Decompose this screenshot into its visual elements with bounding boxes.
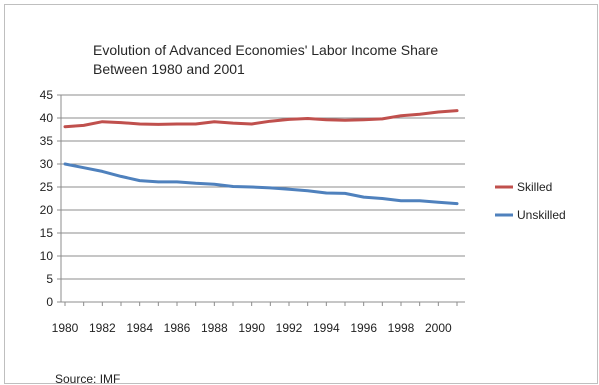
data-point-skilled [306, 117, 309, 120]
y-tick-label: 15 [40, 226, 54, 240]
data-point-skilled [63, 125, 67, 128]
data-point-skilled [213, 120, 216, 123]
y-tick-label: 35 [40, 134, 54, 148]
data-point-skilled [231, 121, 235, 125]
data-point-skilled [455, 109, 459, 112]
data-point-unskilled [175, 180, 179, 184]
data-point-unskilled [63, 162, 67, 166]
chart-title-line-2: Between 1980 and 2001 [93, 61, 245, 77]
source-note: Source: IMF [55, 372, 120, 385]
data-point-unskilled [194, 182, 197, 185]
data-point-skilled [381, 117, 384, 121]
data-point-skilled [250, 122, 253, 126]
data-point-unskilled [213, 183, 216, 186]
legend-label-unskilled: Unskilled [517, 208, 566, 222]
x-tick-label: 1984 [126, 321, 153, 335]
x-tick-label: 1990 [238, 321, 265, 335]
data-point-skilled [138, 122, 141, 126]
data-point-skilled [119, 121, 123, 124]
axes [57, 94, 465, 306]
chart-frame: Evolution of Advanced Economies' Labor I… [4, 4, 598, 385]
x-tick-label: 1986 [164, 321, 191, 335]
data-point-unskilled [82, 166, 85, 169]
legend: Skilled Unskilled [495, 180, 566, 222]
data-point-unskilled [250, 185, 253, 189]
series-lines [63, 109, 459, 206]
chart-svg: Evolution of Advanced Economies' Labor I… [40, 42, 566, 385]
x-tick-labels: 1980 1982 1984 1986 1988 1990 1992 1994 1996 1998… [52, 321, 452, 335]
data-point-unskilled [157, 180, 160, 184]
data-point-skilled [269, 120, 272, 123]
data-point-skilled [82, 124, 85, 127]
y-tick-label: 45 [40, 88, 54, 102]
data-point-unskilled [399, 199, 403, 202]
data-point-unskilled [119, 175, 123, 178]
data-point-skilled [362, 118, 365, 122]
x-tick-label: 1982 [89, 321, 116, 335]
x-tick-label: 1994 [313, 321, 340, 335]
y-tick-label: 40 [40, 111, 54, 125]
data-point-unskilled [362, 195, 365, 199]
chart-title: Evolution of Advanced Economies' Labor I… [93, 42, 438, 77]
data-point-unskilled [231, 185, 235, 188]
x-tick-label: 1988 [201, 321, 228, 335]
legend-label-skilled: Skilled [517, 180, 552, 194]
x-tick-label: 1992 [276, 321, 303, 335]
series-line-unskilled [63, 162, 459, 206]
data-point-unskilled [306, 189, 309, 192]
data-point-skilled [175, 122, 179, 126]
data-point-unskilled [343, 192, 347, 195]
data-point-unskilled [269, 186, 272, 190]
x-tick-label: 1980 [52, 321, 79, 335]
data-point-skilled [418, 113, 421, 116]
y-tick-label: 20 [40, 203, 54, 217]
series-line-skilled [63, 109, 459, 129]
data-point-skilled [399, 114, 403, 117]
y-tick-label: 10 [40, 249, 54, 263]
y-tick-label: 5 [46, 272, 53, 286]
data-point-unskilled [381, 197, 384, 200]
y-tick-label: 0 [46, 295, 53, 309]
data-point-skilled [437, 110, 440, 114]
data-point-skilled [101, 120, 104, 123]
x-tick-label: 2000 [425, 321, 452, 335]
data-point-unskilled [437, 201, 440, 204]
y-tick-labels: 0 5 10 15 20 25 30 35 40 45 [40, 88, 54, 309]
data-point-skilled [287, 118, 291, 121]
data-point-unskilled [287, 188, 291, 191]
data-point-unskilled [101, 170, 104, 173]
data-point-skilled [157, 123, 160, 126]
data-point-skilled [325, 118, 328, 122]
y-tick-label: 30 [40, 157, 54, 171]
data-point-unskilled [455, 202, 459, 205]
x-tick-label: 1998 [388, 321, 415, 335]
x-tick-label: 1996 [350, 321, 377, 335]
data-point-unskilled [138, 179, 141, 182]
data-point-skilled [194, 122, 197, 126]
chart-title-line-1: Evolution of Advanced Economies' Labor I… [93, 42, 438, 58]
y-tick-label: 25 [40, 180, 54, 194]
data-point-unskilled [418, 199, 421, 202]
data-point-skilled [343, 119, 347, 122]
data-point-unskilled [325, 191, 328, 195]
